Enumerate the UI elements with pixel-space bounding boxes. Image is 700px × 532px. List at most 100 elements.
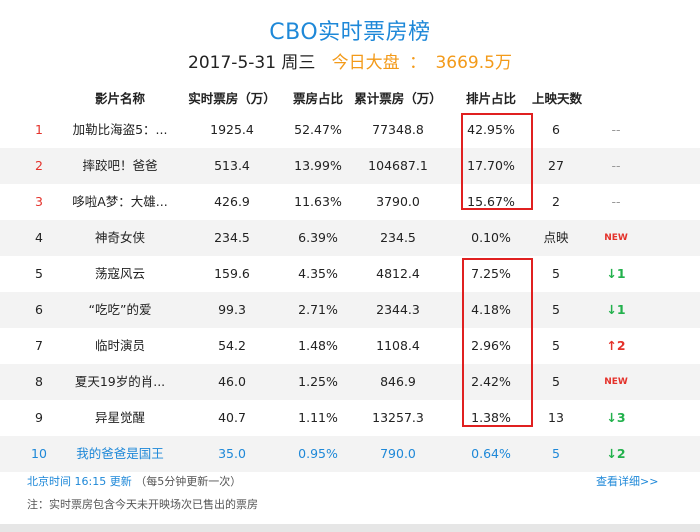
update-time: 北京时间 16:15 更新 （每5分钟更新一次） <box>27 473 241 489</box>
days-released: 5 <box>552 266 560 281</box>
realtime-box-office: 159.6 <box>214 266 250 281</box>
movie-title: 夏天19岁的肖... <box>74 374 166 389</box>
days-released: 13 <box>548 410 564 425</box>
rank-down-arrow-icon: ↓1 <box>606 302 626 317</box>
screening-share: 7.25% <box>471 266 511 281</box>
screening-share: 2.42% <box>471 374 511 389</box>
realtime-box-office: 46.0 <box>218 374 246 389</box>
rank-up-arrow-icon: ↑2 <box>606 338 626 353</box>
rank-number: 6 <box>35 302 43 317</box>
movie-title: 哆啦A梦：大雄... <box>72 194 168 209</box>
movie-title: 荡寇风云 <box>94 266 145 281</box>
total-box-office: 3790.0 <box>376 194 420 209</box>
rank-number: 10 <box>31 446 47 461</box>
rank-down-arrow-icon: ↓2 <box>606 446 626 461</box>
market-label: 今日大盘 <box>331 53 400 73</box>
realtime-box-office: 40.7 <box>218 410 246 425</box>
column-header-share: 票房占比 <box>292 91 343 106</box>
column-header-days: 上映天数 <box>531 91 582 106</box>
box-office-share: 13.99% <box>294 158 342 173</box>
table-row[interactable]: 10 我的爸爸是国王 35.0 0.95% 790.0 0.64% 5 ↓2 <box>0 436 700 472</box>
days-released: 2 <box>552 194 560 209</box>
box-office-share: 1.25% <box>298 374 338 389</box>
rank-number: 1 <box>35 122 43 137</box>
realtime-box-office: 513.4 <box>214 158 250 173</box>
table-row[interactable]: 7 临时演员 54.2 1.48% 1108.4 2.96% 5 ↑2 <box>0 328 700 364</box>
page-title: CBO实时票房榜 <box>269 20 431 45</box>
table-row[interactable]: 3 哆啦A梦：大雄... 426.9 11.63% 3790.0 15.67% … <box>0 184 700 220</box>
total-box-office: 2344.3 <box>376 302 420 317</box>
total-box-office: 790.0 <box>380 446 416 461</box>
realtime-box-office: 426.9 <box>214 194 250 209</box>
box-office-share: 4.35% <box>298 266 338 281</box>
box-office-share: 52.47% <box>294 122 342 137</box>
movie-title: 神奇女侠 <box>94 230 145 245</box>
screening-share: 15.67% <box>467 194 515 209</box>
movie-title: 摔跤吧！爸爸 <box>82 158 158 173</box>
table-row[interactable]: 9 异星觉醒 40.7 1.11% 13257.3 1.38% 13 ↓3 <box>0 400 700 436</box>
total-box-office: 77348.8 <box>372 122 424 137</box>
table-row[interactable]: 2 摔跤吧！爸爸 513.4 13.99% 104687.1 17.70% 27… <box>0 148 700 184</box>
rank-down-arrow-icon: ↓3 <box>606 410 626 425</box>
footnote: 注：实时票房包含今天未开映场次已售出的票房 <box>27 498 258 511</box>
rank-number: 3 <box>35 194 43 209</box>
column-header-realtime-bo: 实时票房（万） <box>188 91 276 106</box>
days-released: 5 <box>552 338 560 353</box>
realtime-box-office: 54.2 <box>218 338 246 353</box>
new-entry-badge: NEW <box>604 233 628 243</box>
realtime-box-office: 234.5 <box>214 230 250 245</box>
table-row[interactable]: 6 “吃吃”的爱 99.3 2.71% 2344.3 4.18% 5 ↓1 <box>0 292 700 328</box>
movie-title: “吃吃”的爱 <box>88 302 152 317</box>
total-box-office: 1108.4 <box>376 338 420 353</box>
market-separator: ： <box>409 53 427 73</box>
column-header-screening: 排片占比 <box>465 91 516 106</box>
movie-title: 我的爸爸是国王 <box>76 446 164 461</box>
realtime-box-office: 1925.4 <box>210 122 254 137</box>
rank-number: 8 <box>35 374 43 389</box>
total-box-office: 846.9 <box>380 374 416 389</box>
box-office-share: 6.39% <box>298 230 338 245</box>
screening-share: 17.70% <box>467 158 515 173</box>
table-row[interactable]: 5 荡寇风云 159.6 4.35% 4812.4 7.25% 5 ↓1 <box>0 256 700 292</box>
view-details-link[interactable]: 查看详细>> <box>596 475 659 488</box>
box-office-share: 1.11% <box>298 410 338 425</box>
realtime-box-office: 35.0 <box>218 446 246 461</box>
column-header-total-bo: 累计票房（万） <box>354 91 442 106</box>
rank-change-indicator: -- <box>611 158 621 173</box>
total-box-office: 13257.3 <box>372 410 424 425</box>
rank-down-arrow-icon: ↓1 <box>606 266 626 281</box>
days-released: 5 <box>552 374 560 389</box>
box-office-share: 11.63% <box>294 194 342 209</box>
days-released: 6 <box>552 122 560 137</box>
table-row[interactable]: 1 加勒比海盗5：... 1925.4 52.47% 77348.8 42.95… <box>0 112 700 148</box>
update-time-label: 北京时间 16:15 更新 <box>27 475 132 488</box>
movie-title: 加勒比海盗5：... <box>72 122 168 137</box>
market-value: 3669.5万 <box>435 53 512 73</box>
table-row[interactable]: 8 夏天19岁的肖... 46.0 1.25% 846.9 2.42% 5 NE… <box>0 364 700 400</box>
bottom-divider <box>0 524 700 532</box>
rank-change-indicator: -- <box>611 194 621 209</box>
screening-share: 4.18% <box>471 302 511 317</box>
movie-title: 异星觉醒 <box>94 410 145 425</box>
days-released: 27 <box>548 158 564 173</box>
total-box-office: 234.5 <box>380 230 416 245</box>
rank-number: 9 <box>35 410 43 425</box>
rank-number: 4 <box>35 230 43 245</box>
screening-share: 42.95% <box>467 122 515 137</box>
days-released: 点映 <box>543 230 569 245</box>
box-office-share: 0.95% <box>298 446 338 461</box>
new-entry-badge: NEW <box>604 377 628 387</box>
movie-title: 临时演员 <box>94 338 145 353</box>
screening-share: 2.96% <box>471 338 511 353</box>
column-header-name: 影片名称 <box>94 91 145 106</box>
table-row[interactable]: 4 神奇女侠 234.5 6.39% 234.5 0.10% 点映 NEW <box>0 220 700 256</box>
rank-number: 7 <box>35 338 43 353</box>
screening-share: 0.10% <box>471 230 511 245</box>
days-released: 5 <box>552 446 560 461</box>
total-box-office: 104687.1 <box>368 158 428 173</box>
annotation-box-rank5-9 <box>462 258 533 427</box>
box-office-share: 2.71% <box>298 302 338 317</box>
date-and-market-summary: 2017-5-31 周三 今日大盘 ： 3669.5万 <box>0 48 700 73</box>
realtime-box-office: 99.3 <box>218 302 246 317</box>
screening-share: 1.38% <box>471 410 511 425</box>
